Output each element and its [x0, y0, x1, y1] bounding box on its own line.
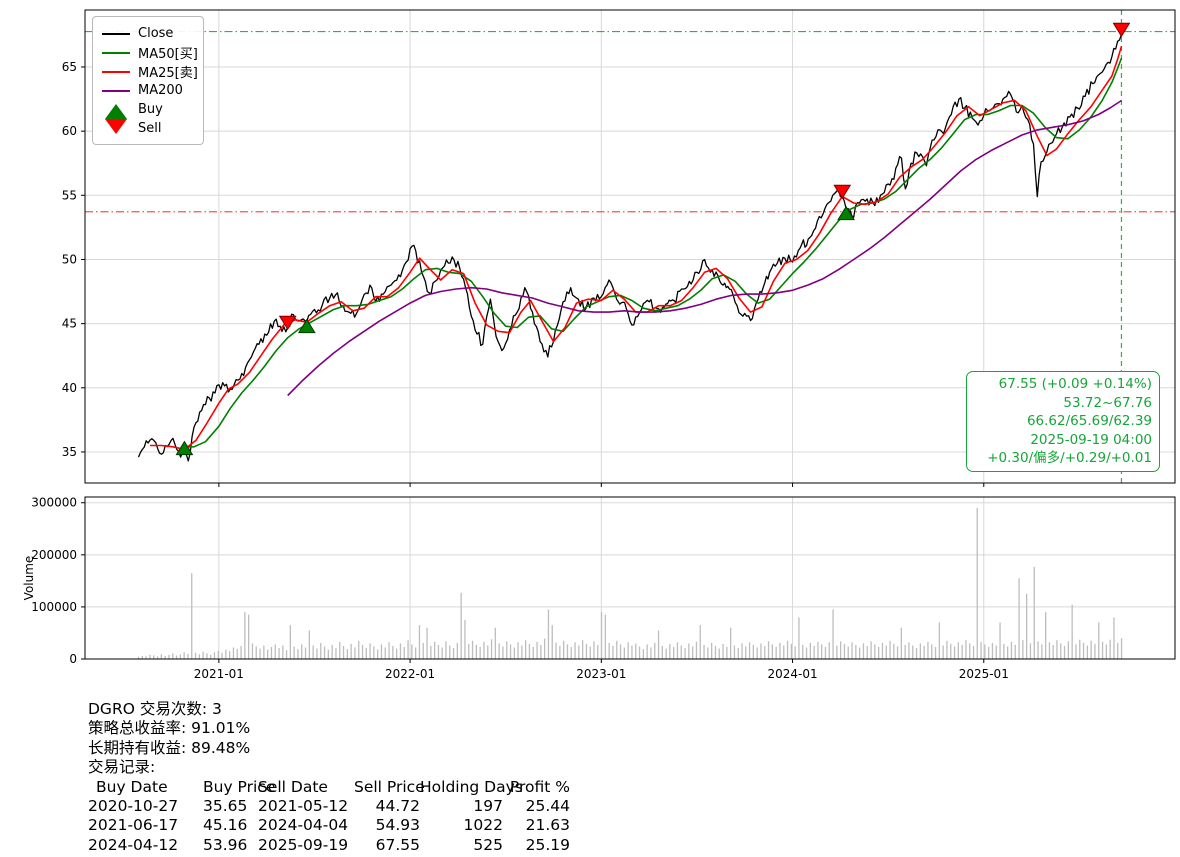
legend-item-buy: Buy — [101, 100, 197, 119]
summary-trades-title: 交易记录: — [88, 758, 156, 777]
svg-text:35: 35 — [62, 445, 77, 459]
buy-triangle-icon — [101, 104, 131, 119]
holding-days: 525 — [473, 835, 503, 854]
holding-days: 1022 — [463, 816, 503, 835]
col-header: Profit % — [509, 777, 570, 796]
ma25-line-icon — [101, 70, 131, 73]
trades-header-row: Buy Date Buy Price Sell Date Sell Price … — [88, 778, 570, 797]
annotation-last-price: 67.55 (+0.09 +0.14%) — [998, 376, 1152, 392]
ma50-line-icon — [101, 51, 131, 54]
svg-text:200000: 200000 — [31, 548, 77, 562]
annotation-signal: +0.30/偏多/+0.29/+0.01 — [987, 450, 1152, 467]
legend-item-ma25: MA25[卖] — [101, 62, 198, 81]
summary-strategy-return: 策略总收益率: 91.01% — [88, 719, 251, 738]
svg-text:2022-01: 2022-01 — [385, 667, 435, 681]
legend-label: MA200 — [138, 83, 183, 98]
legend-label: MA25[卖] — [138, 66, 198, 81]
legend-label: Buy — [138, 102, 163, 117]
col-header: Buy Price — [203, 777, 276, 796]
col-header: Sell Price — [354, 777, 425, 796]
strategy-summary: DGRO 交易次数: 3 策略总收益率: 91.01% 长期持有收益: 89.4… — [88, 700, 570, 855]
buy-date: 2020-10-27 — [88, 797, 179, 816]
close-line-icon — [101, 32, 131, 35]
sell-price: 67.55 — [375, 835, 420, 854]
svg-text:50: 50 — [62, 252, 77, 266]
buy-date: 2021-06-17 — [88, 816, 179, 835]
price-volume-chart: 35 40 45 50 55 60 65 0 100000 200000 300000 2021-01… — [22, 9, 1176, 681]
svg-text:2025-01: 2025-01 — [959, 667, 1009, 681]
sell-date: 2021-05-12 — [258, 797, 349, 816]
trade-row: 2020-10-27 35.65 2021-05-12 44.72 197 25… — [88, 797, 570, 816]
svg-text:Volume: Volume — [22, 556, 36, 601]
legend-label: Close — [138, 26, 174, 41]
svg-text:45: 45 — [62, 317, 77, 331]
legend-label: MA50[买] — [138, 47, 198, 62]
svg-text:300000: 300000 — [31, 496, 77, 510]
sell-price: 44.72 — [375, 797, 420, 816]
legend-item-sell: Sell — [101, 119, 197, 138]
svg-text:65: 65 — [62, 60, 77, 74]
svg-text:0: 0 — [69, 652, 77, 666]
sell-date: 2025-09-19 — [258, 835, 349, 854]
profit-pct: 25.19 — [525, 835, 570, 854]
profit-pct: 25.44 — [525, 797, 570, 816]
chart-legend: Close MA50[买] MA25[卖] MA200 Buy Sell — [92, 16, 204, 145]
legend-label: Sell — [138, 121, 162, 136]
summary-trade-count: DGRO 交易次数: 3 — [88, 700, 222, 718]
annotation-datetime: 2025-09-19 04:00 — [1030, 431, 1152, 448]
buy-date: 2024-04-12 — [88, 835, 179, 854]
legend-item-ma200: MA200 — [101, 81, 197, 100]
profit-pct: 21.63 — [525, 816, 570, 835]
col-header: Holding Days — [420, 777, 523, 796]
summary-buyhold-return: 长期持有收益: 89.48% — [88, 738, 251, 757]
svg-text:60: 60 — [62, 124, 77, 138]
svg-text:100000: 100000 — [31, 600, 77, 614]
ma200-line-icon — [101, 89, 131, 92]
trade-row: 2024-04-12 53.96 2025-09-19 67.55 525 25… — [88, 836, 570, 855]
legend-item-ma50: MA50[买] — [101, 43, 198, 62]
col-header: Sell Date — [258, 777, 328, 796]
annotation-range: 53.72~67.76 — [1063, 394, 1152, 411]
quote-annotation-box: 67.55 (+0.09 +0.14%) 53.72~67.76 66.62/6… — [966, 371, 1160, 472]
col-header: Buy Date — [96, 777, 168, 796]
svg-text:2023-01: 2023-01 — [576, 667, 626, 681]
buy-price: 45.16 — [203, 816, 248, 835]
annotation-ma-values: 66.62/65.69/62.39 — [1026, 413, 1152, 430]
buy-price: 35.65 — [203, 797, 248, 816]
holding-days: 197 — [473, 797, 503, 816]
svg-text:40: 40 — [62, 381, 77, 395]
svg-text:2024-01: 2024-01 — [767, 667, 817, 681]
svg-text:55: 55 — [62, 188, 77, 202]
sell-price: 54.93 — [375, 816, 420, 835]
sell-triangle-icon — [101, 119, 131, 134]
legend-item-close: Close — [101, 24, 197, 43]
svg-text:2021-01: 2021-01 — [194, 667, 244, 681]
trade-row: 2021-06-17 45.16 2024-04-04 54.93 1022 2… — [88, 816, 570, 835]
sell-date: 2024-04-04 — [258, 816, 349, 835]
buy-price: 53.96 — [203, 835, 248, 854]
